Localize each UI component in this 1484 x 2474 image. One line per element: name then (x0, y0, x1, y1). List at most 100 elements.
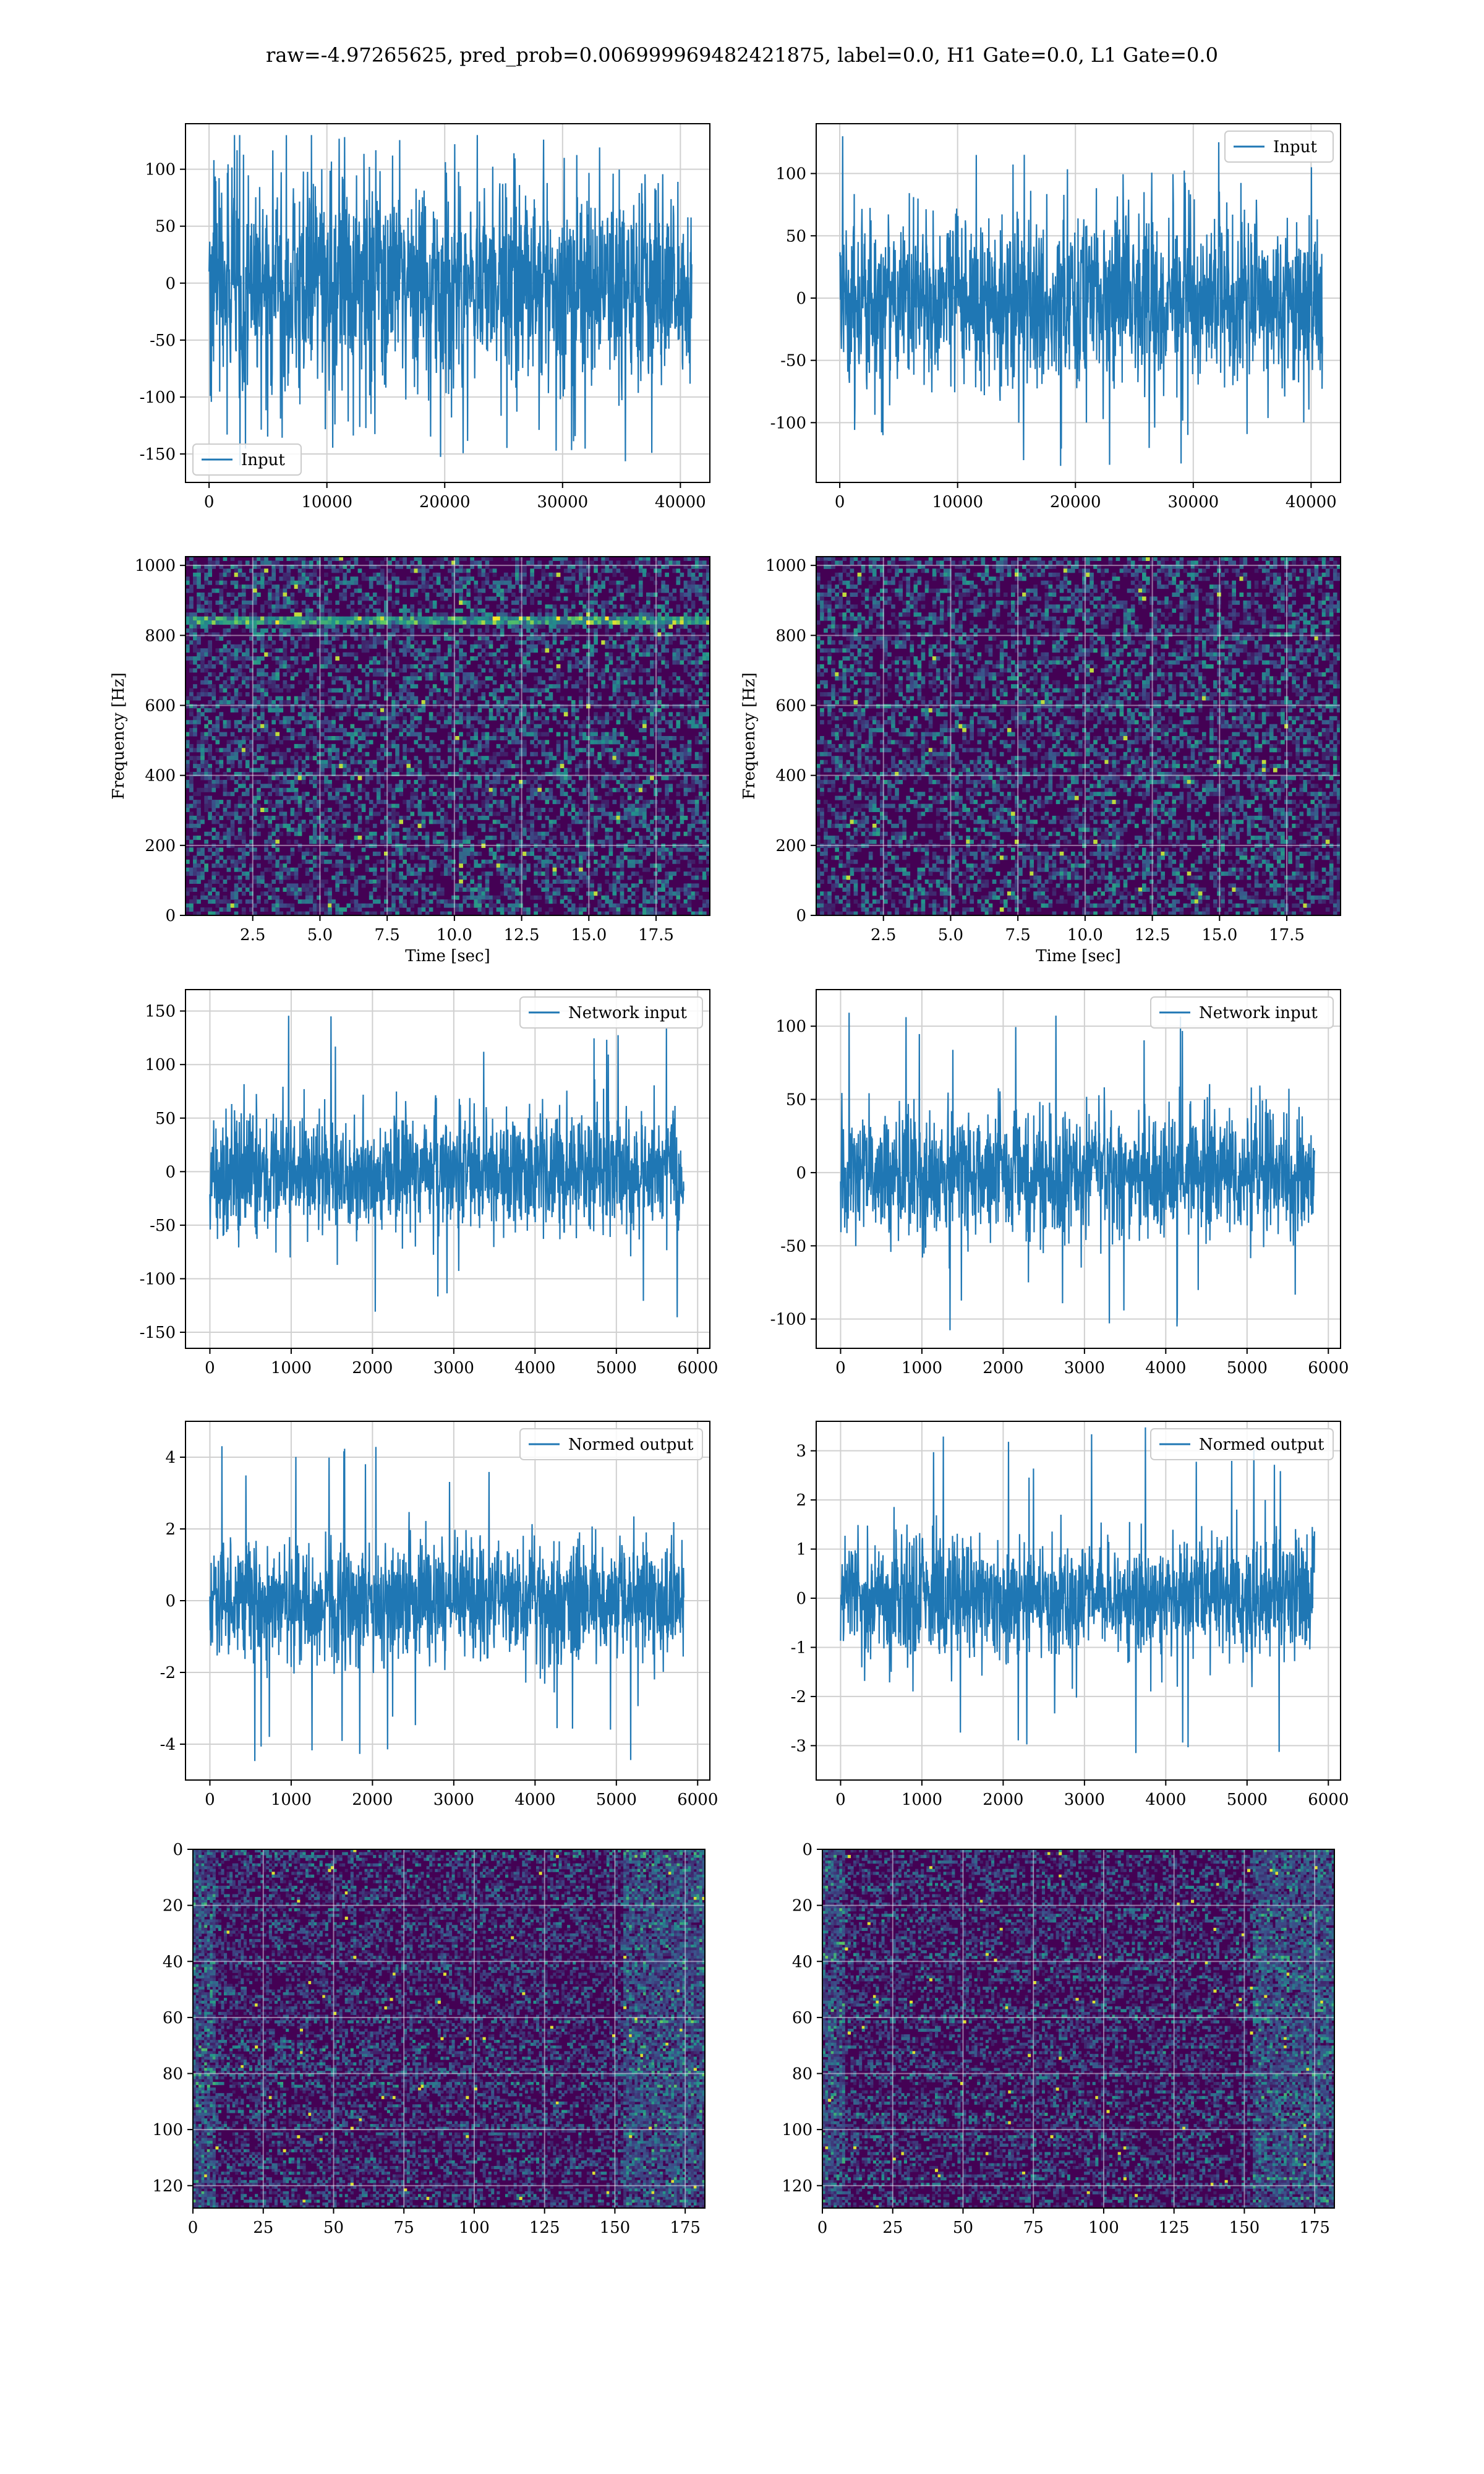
tick-label-x: 100 (459, 2219, 490, 2237)
tick-label-y: 40 (163, 1953, 183, 1971)
tick-label-x: 175 (670, 2219, 701, 2237)
tick-label-x: 17.5 (638, 926, 674, 944)
tick-label-x: 20000 (1050, 493, 1101, 511)
tick-label-y: 20 (163, 1897, 183, 1915)
legend-label: Normed output (568, 1436, 694, 1454)
tick-label-y: -150 (140, 445, 176, 464)
legend: Input (193, 444, 301, 475)
tick-label-x: 0 (205, 1359, 215, 1377)
tick-label-x: 25 (253, 2219, 273, 2237)
tick-label-x: 7.5 (1005, 926, 1030, 944)
chart-row3-left: 0 1000 2000 3000 4000 5000 6000-150-100-500501… (140, 990, 719, 1377)
tick-label-y: 400 (775, 767, 806, 785)
tick-label-y: -50 (150, 1217, 176, 1235)
tick-label-x: 150 (600, 2219, 631, 2237)
tick-label-x: 50 (323, 2219, 344, 2237)
tick-label-x: 5000 (596, 1359, 637, 1377)
tick-label-y: 0 (796, 1164, 806, 1183)
tick-label-y: 0 (796, 1590, 806, 1608)
tick-label-y: -50 (780, 352, 806, 370)
tick-label-y: 0 (173, 1841, 183, 1859)
y-axis-label: Frequency [Hz] (109, 672, 128, 800)
tick-label-x: 7.5 (374, 926, 399, 944)
tick-label-y: 40 (792, 1953, 812, 1971)
tick-label-y: 3 (796, 1442, 806, 1461)
legend: Input (1225, 131, 1333, 162)
tick-label-x: 10000 (932, 493, 983, 511)
x-axis-label: Time [sec] (405, 947, 490, 965)
chart-row2-left: 2.5 5.0 7.5 10.0 12.5 15.0 17.5020040060080010… (109, 557, 710, 965)
tick-label-y: 100 (782, 2121, 812, 2139)
tick-label-x: 5.0 (938, 926, 963, 944)
tick-label-y: -4 (160, 1736, 176, 1754)
tick-label-y: -50 (780, 1237, 806, 1256)
legend-label: Input (241, 451, 285, 469)
legend-label: Input (1273, 138, 1317, 156)
tick-label-y: -3 (791, 1737, 806, 1755)
tick-label-y: 0 (165, 275, 176, 293)
tick-label-x: 2.5 (871, 926, 896, 944)
tick-label-y: 0 (165, 907, 176, 925)
tick-label-y: 0 (796, 907, 806, 925)
tick-label-x: 30000 (537, 493, 588, 511)
tick-label-x: 25 (882, 2219, 903, 2237)
tick-label-y: 800 (775, 627, 806, 645)
tick-label-y: -2 (791, 1688, 806, 1706)
tick-label-y: -100 (140, 388, 176, 407)
tick-label-y: 2 (165, 1520, 176, 1539)
tick-label-x: 40000 (1286, 493, 1337, 511)
tick-label-x: 15.0 (571, 926, 607, 944)
tick-label-y: -150 (140, 1324, 176, 1342)
tick-label-x: 4000 (514, 1791, 555, 1809)
tick-label-x: 10000 (301, 493, 352, 511)
tick-label-y: 1000 (135, 557, 176, 575)
tick-label-x: 3000 (1064, 1791, 1105, 1809)
tick-label-x: 6000 (677, 1791, 718, 1809)
tick-label-x: 2000 (352, 1359, 393, 1377)
tick-label-x: 5.0 (307, 926, 333, 944)
tick-label-x: 0 (835, 1791, 846, 1809)
tick-label-y: 1 (796, 1541, 806, 1559)
tick-label-x: 0 (817, 2219, 828, 2237)
tick-label-y: 0 (165, 1163, 176, 1181)
tick-label-x: 4000 (514, 1359, 555, 1377)
tick-label-x: 2.5 (240, 926, 265, 944)
tick-label-x: 2000 (983, 1359, 1023, 1377)
tick-label-x: 0 (835, 1359, 846, 1377)
tick-label-y: 600 (775, 696, 806, 715)
tick-label-y: 600 (145, 696, 176, 715)
tick-label-y: 80 (792, 2065, 812, 2084)
tick-label-y: -100 (140, 1270, 176, 1288)
tick-label-y: 1000 (765, 557, 806, 575)
tick-label-x: 100 (1088, 2219, 1119, 2237)
tick-label-x: 50 (953, 2219, 973, 2237)
tick-label-x: 2000 (983, 1791, 1023, 1809)
tick-label-y: 50 (786, 1091, 806, 1110)
tick-label-x: 15.0 (1201, 926, 1237, 944)
tick-label-y: 100 (152, 2121, 183, 2139)
figure-title: raw=-4.97265625, pred_prob=0.00699996948… (0, 43, 1484, 67)
tick-label-y: 50 (155, 218, 176, 236)
series-line (210, 1446, 684, 1761)
tick-label-x: 3000 (433, 1791, 474, 1809)
legend-label: Network input (568, 1004, 687, 1022)
tick-label-x: 0 (835, 493, 845, 511)
tick-label-y: 100 (145, 1056, 176, 1074)
tick-label-x: 1000 (902, 1791, 942, 1809)
tick-label-x: 12.5 (1135, 926, 1171, 944)
tick-label-x: 10.0 (437, 926, 472, 944)
tick-label-x: 30000 (1167, 493, 1219, 511)
tick-label-x: 125 (1159, 2219, 1190, 2237)
tick-label-y: 150 (145, 1003, 176, 1021)
tick-label-x: 2000 (352, 1791, 393, 1809)
series-line (840, 1427, 1314, 1753)
chart-row3-right: 0 1000 2000 3000 4000 5000 6000-100-50050100Ne… (770, 990, 1349, 1377)
tick-label-x: 40000 (655, 493, 706, 511)
tick-label-y: 50 (155, 1110, 176, 1128)
legend-label: Normed output (1199, 1436, 1324, 1454)
tick-label-x: 150 (1229, 2219, 1260, 2237)
tick-label-x: 1000 (271, 1359, 312, 1377)
